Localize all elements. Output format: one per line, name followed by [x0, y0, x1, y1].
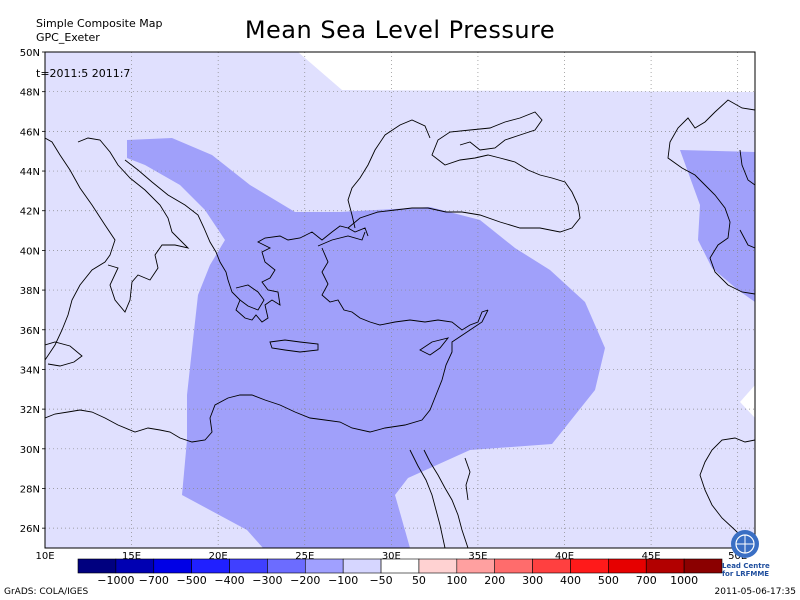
lat-label: 36N: [20, 326, 40, 337]
colorbar-swatch: [77, 558, 117, 574]
lon-label: 50E: [728, 551, 747, 562]
medium-shading-right: [680, 150, 755, 302]
colorbar-label: −200: [290, 574, 320, 587]
lat-label: 50N: [20, 48, 40, 59]
colorbar-label: −1000: [97, 574, 134, 587]
logo-text: Lead Centre for LRFMME: [722, 562, 770, 578]
colorbar-swatch: [304, 558, 344, 574]
composite-title: Simple Composite Map: [36, 17, 163, 30]
center-name: GPC_Exeter: [36, 31, 100, 44]
colorbar-swatch: [494, 558, 533, 574]
latitude-labels: 50N 48N 46N 44N 42N 40N 38N 36N 34N 32N 30N 28N 26N: [20, 48, 45, 535]
colorbar-swatch: [342, 558, 382, 574]
colorbar-label: −500: [177, 574, 207, 587]
colorbar-swatch: [153, 558, 192, 574]
colorbar-swatch: [645, 558, 685, 574]
colorbar-swatch: [608, 558, 647, 574]
colorbar-swatch: [456, 558, 496, 574]
footer-credit: GrADS: COLA/IGES: [4, 587, 89, 597]
colorbar-label: 400: [560, 574, 581, 587]
footer-timestamp: 2011-05-06-17:35: [714, 587, 797, 597]
map-frame: [44, 51, 756, 549]
colorbar-label: −100: [328, 574, 358, 587]
lat-label: 28N: [20, 484, 40, 495]
lon-label: 45E: [642, 551, 661, 562]
lat-label: 48N: [20, 88, 40, 99]
time-label: t=2011:5 2011:7: [36, 67, 131, 80]
coastlines: [45, 99, 755, 548]
un-emblem-icon: [731, 530, 759, 558]
lat-label: 46N: [20, 127, 40, 138]
colorbar-label: −50: [369, 574, 392, 587]
colorbar-swatch: [191, 558, 230, 574]
colorbar-label: 300: [522, 574, 543, 587]
lat-label: 40N: [20, 246, 40, 257]
colorbar-label: 200: [484, 574, 505, 587]
colorbar-swatch: [267, 558, 306, 574]
lat-label: 42N: [20, 207, 40, 218]
colorbar-swatch: [683, 558, 723, 574]
colorbar-label: 1000: [670, 574, 698, 587]
colorbar-swatch: [380, 558, 420, 574]
colorbar-label: 100: [446, 574, 467, 587]
lon-label: 20E: [209, 551, 228, 562]
colorbar-label: −700: [139, 574, 169, 587]
colorbar-label: −300: [252, 574, 282, 587]
colorbar-swatch: [570, 558, 609, 574]
lon-label: 35E: [468, 551, 487, 562]
lat-label: 26N: [20, 524, 40, 535]
lat-label: 44N: [20, 167, 40, 178]
colorbar-label: 500: [598, 574, 619, 587]
longitude-labels: 10E 15E 20E 25E 30E 35E 40E 45E 50E: [35, 551, 747, 562]
lon-label: 15E: [122, 551, 141, 562]
lon-label: 40E: [555, 551, 574, 562]
logo-line-2: for LRFMME: [722, 570, 770, 578]
lat-label: 30N: [20, 445, 40, 456]
lat-label: 34N: [20, 365, 40, 376]
grid-lines: [45, 52, 755, 548]
colorbar: −1000 −700 −500 −400 −300 −200 −100 −50 50 100 200…: [77, 558, 723, 587]
lon-label: 25E: [295, 551, 314, 562]
logo-line-1: Lead Centre: [722, 562, 770, 570]
colorbar-swatch: [532, 558, 571, 574]
white-region-right: [740, 385, 755, 418]
colorbar-label: 50: [412, 574, 426, 587]
lon-label: 30E: [382, 551, 401, 562]
colorbar-label: −400: [214, 574, 244, 587]
colorbar-swatch: [229, 558, 268, 574]
colorbar-swatch: [418, 558, 458, 574]
colorbar-label: 700: [636, 574, 657, 587]
lat-label: 32N: [20, 405, 40, 416]
lon-label: 10E: [35, 551, 54, 562]
colorbar-swatch: [115, 558, 155, 574]
lat-label: 38N: [20, 286, 40, 297]
map-title: Mean Sea Level Pressure: [244, 16, 556, 44]
medium-shading-region: [127, 138, 605, 548]
